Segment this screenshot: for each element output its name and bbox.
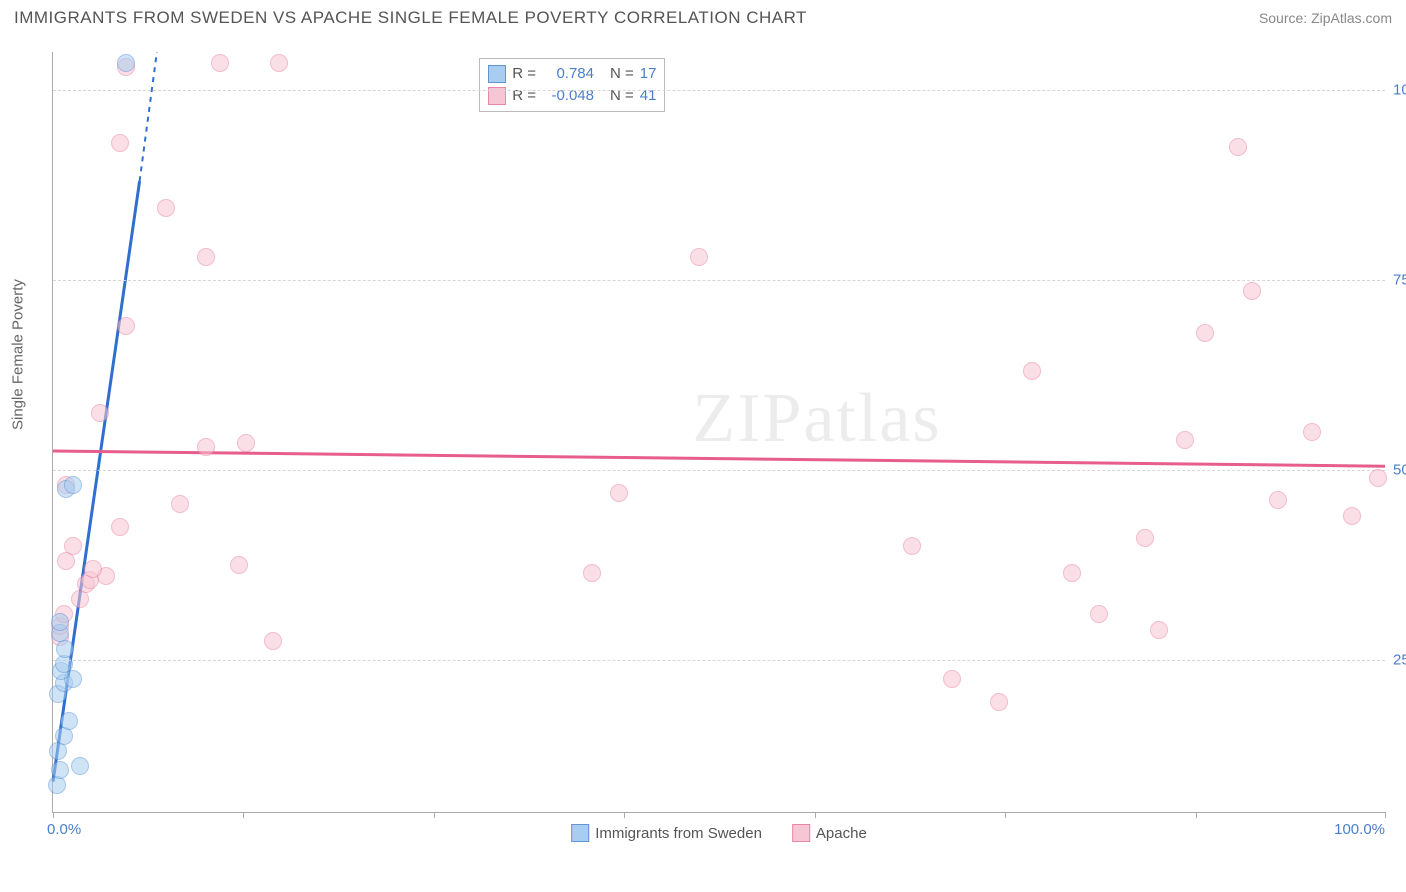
data-point bbox=[690, 248, 708, 266]
x-tick bbox=[243, 812, 244, 818]
legend-swatch bbox=[792, 824, 810, 842]
data-point bbox=[157, 199, 175, 217]
legend-row: R = 0.784 N = 17 bbox=[488, 63, 656, 85]
data-point bbox=[211, 54, 229, 72]
data-point bbox=[171, 495, 189, 513]
data-point bbox=[990, 693, 1008, 711]
n-label: N = bbox=[610, 63, 634, 85]
legend-label: Immigrants from Sweden bbox=[595, 825, 762, 842]
n-value: 17 bbox=[640, 63, 657, 85]
data-point bbox=[111, 518, 129, 536]
data-point bbox=[1343, 507, 1361, 525]
x-tick bbox=[53, 812, 54, 818]
data-point bbox=[1369, 469, 1387, 487]
r-label: R = bbox=[512, 63, 536, 85]
data-point bbox=[943, 670, 961, 688]
x-tick bbox=[815, 812, 816, 818]
data-point bbox=[1196, 324, 1214, 342]
legend-item: Immigrants from Sweden bbox=[571, 824, 762, 842]
data-point bbox=[64, 476, 82, 494]
x-tick bbox=[1385, 812, 1386, 818]
data-point bbox=[84, 560, 102, 578]
data-point bbox=[903, 537, 921, 555]
y-axis-label: Single Female Poverty bbox=[10, 279, 27, 430]
data-point bbox=[117, 317, 135, 335]
data-point bbox=[1303, 423, 1321, 441]
data-point bbox=[237, 434, 255, 452]
gridline bbox=[53, 470, 1385, 471]
data-point bbox=[1176, 431, 1194, 449]
data-point bbox=[51, 761, 69, 779]
gridline bbox=[53, 90, 1385, 91]
chart-title: IMMIGRANTS FROM SWEDEN VS APACHE SINGLE … bbox=[14, 8, 807, 28]
data-point bbox=[1243, 282, 1261, 300]
data-point bbox=[1136, 529, 1154, 547]
data-point bbox=[197, 248, 215, 266]
data-point bbox=[91, 404, 109, 422]
data-point bbox=[264, 632, 282, 650]
legend-label: Apache bbox=[816, 825, 867, 842]
data-point bbox=[270, 54, 288, 72]
data-point bbox=[60, 712, 78, 730]
data-point bbox=[71, 757, 89, 775]
legend-swatch bbox=[571, 824, 589, 842]
data-point bbox=[117, 54, 135, 72]
correlation-legend: R = 0.784 N = 17 R = -0.048 N = 41 bbox=[479, 58, 665, 112]
data-point bbox=[111, 134, 129, 152]
x-tick bbox=[434, 812, 435, 818]
source-label: Source: ZipAtlas.com bbox=[1259, 10, 1392, 26]
legend-swatch bbox=[488, 65, 506, 83]
y-tick-label: 75.0% bbox=[1389, 272, 1406, 289]
data-point bbox=[64, 537, 82, 555]
n-label: N = bbox=[610, 85, 634, 107]
data-point bbox=[610, 484, 628, 502]
data-point bbox=[1269, 491, 1287, 509]
data-point bbox=[48, 776, 66, 794]
n-value: 41 bbox=[640, 85, 657, 107]
data-point bbox=[1229, 138, 1247, 156]
data-point bbox=[51, 613, 69, 631]
legend-item: Apache bbox=[792, 824, 867, 842]
data-point bbox=[197, 438, 215, 456]
x-tick-label: 0.0% bbox=[47, 821, 81, 838]
data-point bbox=[230, 556, 248, 574]
r-value: 0.784 bbox=[542, 63, 594, 85]
y-tick-label: 25.0% bbox=[1389, 652, 1406, 669]
r-value: -0.048 bbox=[542, 85, 594, 107]
r-label: R = bbox=[512, 85, 536, 107]
data-point bbox=[1063, 564, 1081, 582]
y-tick-label: 50.0% bbox=[1389, 462, 1406, 479]
data-point bbox=[1090, 605, 1108, 623]
gridline bbox=[53, 660, 1385, 661]
x-tick bbox=[1005, 812, 1006, 818]
legend-row: R = -0.048 N = 41 bbox=[488, 85, 656, 107]
gridline bbox=[53, 280, 1385, 281]
x-tick bbox=[1196, 812, 1197, 818]
series-legend: Immigrants from Sweden Apache bbox=[571, 824, 867, 842]
data-point bbox=[583, 564, 601, 582]
data-point bbox=[1023, 362, 1041, 380]
y-tick-label: 100.0% bbox=[1389, 82, 1406, 99]
x-tick bbox=[624, 812, 625, 818]
x-tick-label: 100.0% bbox=[1334, 821, 1385, 838]
data-point bbox=[1150, 621, 1168, 639]
plot-area: ZIPatlas R =0.784N =17R =-0.048N =41 Imm… bbox=[52, 52, 1385, 813]
